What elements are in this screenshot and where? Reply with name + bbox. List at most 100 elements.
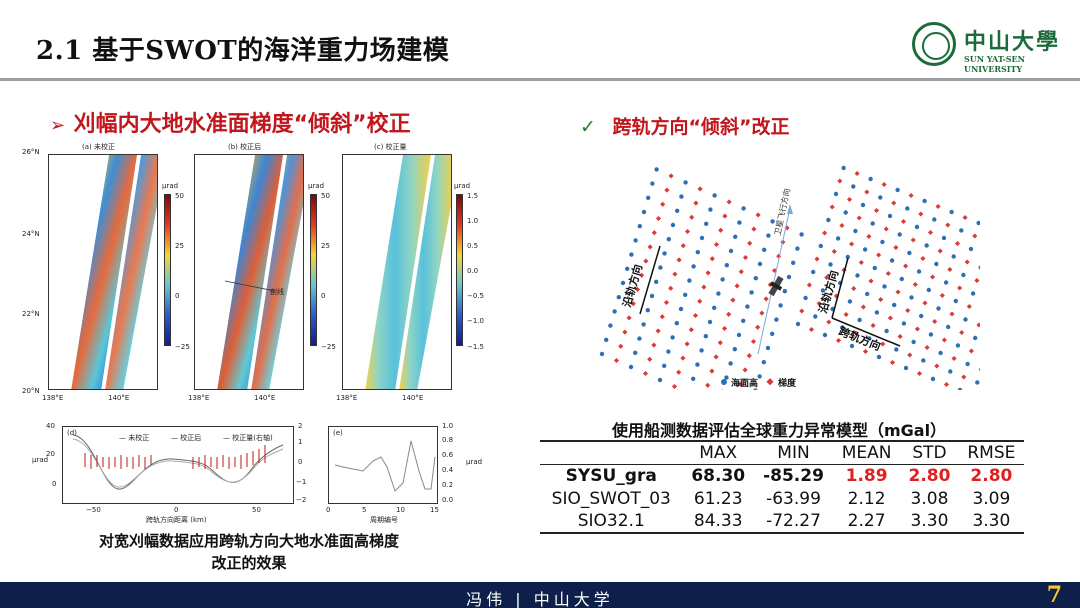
- gradient-dot: [831, 248, 837, 255]
- ssh-dot: [949, 209, 954, 215]
- ssh-dot: [745, 304, 750, 309]
- ssh-dot: [633, 238, 638, 243]
- gradient-dot: [684, 228, 691, 235]
- ssh-dot: [707, 319, 713, 325]
- gradient-dot: [746, 353, 752, 359]
- gradient-dot: [878, 296, 884, 303]
- ssh-dot: [741, 318, 746, 323]
- gradient-dot: [816, 300, 822, 307]
- gradient-dot: [701, 284, 707, 290]
- gradient-dot: [613, 357, 620, 364]
- gradient-dot: [935, 203, 941, 210]
- x-axis-label: 周期编号: [370, 516, 398, 524]
- left-heading-text: 刈幅内大地水准面梯度“倾斜”校正: [73, 112, 411, 137]
- model-name: SIO_SWOT_03: [551, 488, 671, 509]
- y-tick: 0.0: [442, 496, 454, 504]
- ssh-dot: [599, 351, 605, 357]
- ssh-dot: [704, 221, 709, 226]
- profile-svg: [72, 434, 284, 490]
- ssh-dot: [870, 221, 875, 226]
- y-tick: 0.4: [442, 466, 454, 474]
- gradient-legend-dot: [766, 378, 774, 386]
- ssh-dot: [786, 274, 792, 280]
- ssh-dot: [766, 233, 771, 238]
- y-tick: 0.8: [442, 436, 454, 444]
- satellite-icon: [768, 275, 784, 297]
- ssh-dot: [716, 291, 721, 296]
- ssh-dot: [853, 228, 858, 234]
- ssh-dot: [955, 343, 961, 348]
- gradient-dot: [722, 213, 728, 219]
- gradient-dot: [860, 304, 866, 310]
- ssh-dot: [674, 321, 679, 326]
- ssh-dot: [822, 332, 828, 338]
- ssh-dot: [843, 210, 848, 215]
- gradient-dot: [713, 241, 720, 248]
- gradient-dot: [814, 256, 820, 262]
- ssh-dot: [733, 234, 738, 239]
- ssh-dot: [641, 322, 646, 327]
- gradient-dot: [655, 328, 661, 334]
- ssh-dot: [826, 217, 831, 223]
- gradient-dot: [916, 370, 923, 377]
- lat-label: 24°N: [22, 230, 40, 238]
- ssh-dot: [645, 308, 650, 313]
- y-tick: 0.2: [442, 481, 454, 489]
- cbar-tick: 50: [175, 192, 184, 200]
- gradient-dot: [839, 222, 845, 229]
- ssh-dot: [887, 213, 893, 219]
- ssh-dot: [608, 323, 613, 328]
- rmse-value: 3.09: [972, 488, 1011, 509]
- slide-title: 2.1 基于SWOT的海洋重力场建模: [36, 36, 450, 66]
- gradient-dot: [689, 214, 695, 220]
- mean-value: 2.27: [847, 511, 886, 531]
- legend-label: 校正量(右轴): [232, 434, 273, 442]
- cbar-tick: 25: [175, 242, 184, 250]
- ssh-dot: [683, 292, 688, 297]
- ssh-dot: [953, 298, 958, 304]
- gradient-dot: [721, 325, 728, 332]
- ssh-dot: [926, 287, 931, 293]
- gradient-dot: [799, 308, 805, 314]
- gradient-dot: [939, 292, 945, 299]
- gradient-dot: [726, 311, 732, 317]
- ssh-dot: [703, 334, 708, 339]
- gradient-dot: [738, 269, 744, 275]
- ssh-dot: [765, 345, 771, 351]
- ssh-dot: [880, 239, 885, 245]
- along-track-label-left: 沿轨方向: [619, 263, 645, 309]
- x-tick: 15: [430, 506, 439, 514]
- gradient-dot: [697, 298, 703, 304]
- cbar-tick: 0: [175, 292, 180, 300]
- gradient-dot: [676, 257, 682, 263]
- ssh-dot: [761, 360, 766, 365]
- table-row: SYSU_gra 68.30 -85.29 1.89 2.80 2.80: [540, 464, 1024, 487]
- ssh-dot: [724, 375, 729, 380]
- ssh-dot: [835, 236, 841, 241]
- ssh-dot: [965, 361, 970, 367]
- header: 2.1 基于SWOT的海洋重力场建模 中山大學 SUN YAT-SEN UNIV…: [0, 0, 1080, 81]
- y2-tick: 2: [298, 422, 303, 430]
- gradient-dot: [920, 255, 926, 262]
- std-value: 3.08: [910, 488, 949, 509]
- gradient-dot: [806, 282, 812, 288]
- ssh-dot: [865, 291, 870, 297]
- right-section-heading: ✓ 跨轨方向“倾斜”改正: [580, 112, 790, 139]
- gradient-dot: [671, 383, 678, 390]
- x-tick: 50: [252, 506, 261, 514]
- ssh-dot: [712, 305, 717, 310]
- legend-corrected: — 校正后: [171, 434, 202, 442]
- gradient-dot: [647, 356, 653, 362]
- lon-label: 140°E: [402, 394, 424, 402]
- gradient-dot: [881, 181, 887, 188]
- gradient-dot: [668, 173, 674, 179]
- ssh-dot: [646, 195, 651, 200]
- gradient-dot: [659, 314, 665, 320]
- right-grid: [795, 165, 1022, 399]
- colorbar-c: [456, 194, 463, 346]
- gradient-dot: [742, 254, 749, 261]
- ssh-dot: [666, 237, 671, 242]
- gradient-dot: [647, 244, 653, 250]
- gradient-dot: [961, 374, 967, 380]
